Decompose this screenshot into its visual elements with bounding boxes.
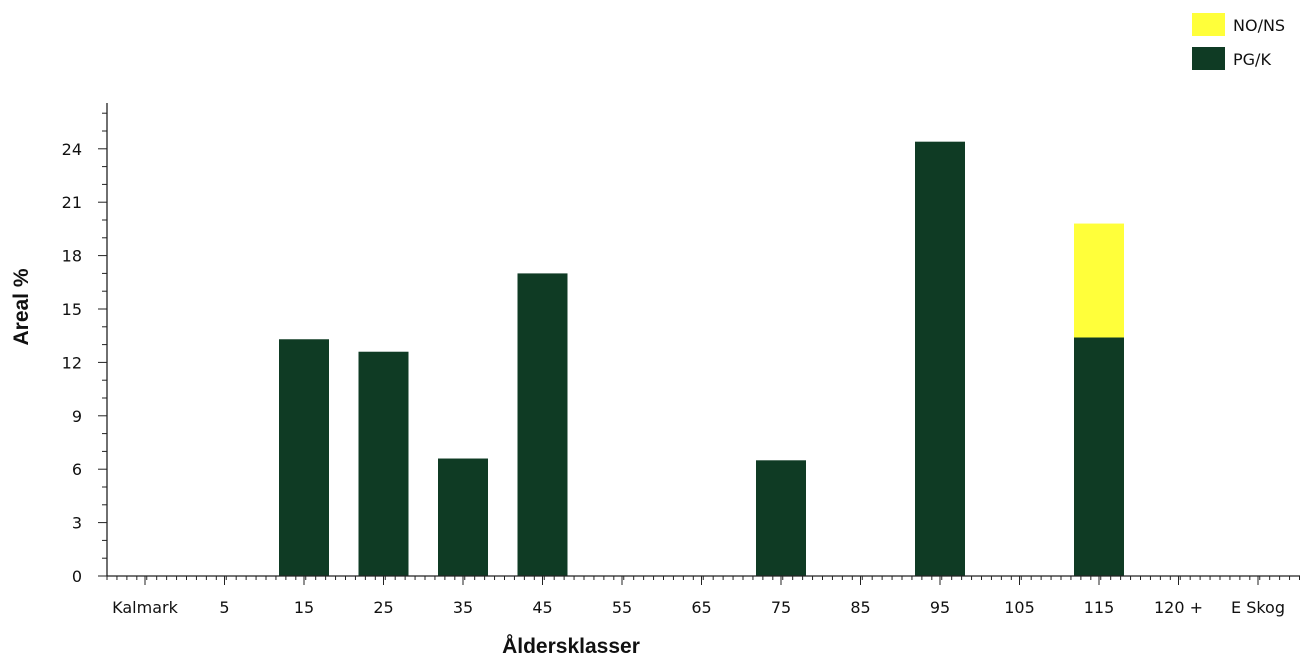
y-tick-label: 6 bbox=[72, 460, 82, 479]
x-tick-label: 25 bbox=[373, 598, 393, 617]
x-tick-label: 65 bbox=[691, 598, 711, 617]
x-tick-label: 95 bbox=[930, 598, 950, 617]
y-axis-title: Areal % bbox=[10, 268, 33, 345]
y-tick-label: 21 bbox=[62, 193, 82, 212]
x-tick-label: 45 bbox=[532, 598, 552, 617]
x-tick-label: 5 bbox=[219, 598, 229, 617]
x-tick-label: 15 bbox=[294, 598, 314, 617]
plot-area: 0 3 6 9 12 15 18 21 24 Kalmark 5 15 25 35 45 55 65 75 85 95… bbox=[62, 103, 1300, 617]
bar-pg-k-95 bbox=[915, 141, 965, 576]
legend: NO/NS PG/K bbox=[1192, 13, 1285, 70]
y-tick-label: 9 bbox=[72, 407, 82, 426]
x-tick-label: 55 bbox=[612, 598, 632, 617]
legend-label-no-ns: NO/NS bbox=[1233, 16, 1285, 35]
bar-pg-k-115 bbox=[1074, 337, 1124, 576]
legend-swatch-no-ns bbox=[1192, 13, 1225, 36]
y-tick-label: 12 bbox=[62, 353, 82, 372]
x-axis-title: Åldersklasser bbox=[502, 634, 640, 656]
bar-pg-k-15 bbox=[279, 339, 329, 576]
y-tick-label: 3 bbox=[72, 514, 82, 533]
bar-pg-k-35 bbox=[438, 458, 488, 576]
x-tick-label: 85 bbox=[850, 598, 870, 617]
bar-pg-k-75 bbox=[756, 460, 806, 576]
y-tick-label: 24 bbox=[62, 140, 82, 159]
legend-swatch-pg-k bbox=[1192, 47, 1225, 70]
y-tick-label: 0 bbox=[72, 567, 82, 586]
x-tick-label: 115 bbox=[1084, 598, 1115, 617]
legend-label-pg-k: PG/K bbox=[1233, 50, 1271, 69]
x-tick-label: Kalmark bbox=[112, 598, 178, 617]
x-tick-label: 120 + bbox=[1154, 598, 1203, 617]
x-tick-label: 35 bbox=[453, 598, 473, 617]
x-tick-label: E Skog bbox=[1231, 598, 1285, 617]
bar-pg-k-25 bbox=[358, 351, 409, 576]
y-tick-label: 15 bbox=[62, 300, 82, 319]
bar-no-ns-115 bbox=[1074, 223, 1124, 338]
x-tick-label: 105 bbox=[1004, 598, 1035, 617]
y-tick-label: 18 bbox=[62, 247, 82, 266]
bar-pg-k-45 bbox=[517, 273, 568, 576]
x-tick-label: 75 bbox=[771, 598, 791, 617]
